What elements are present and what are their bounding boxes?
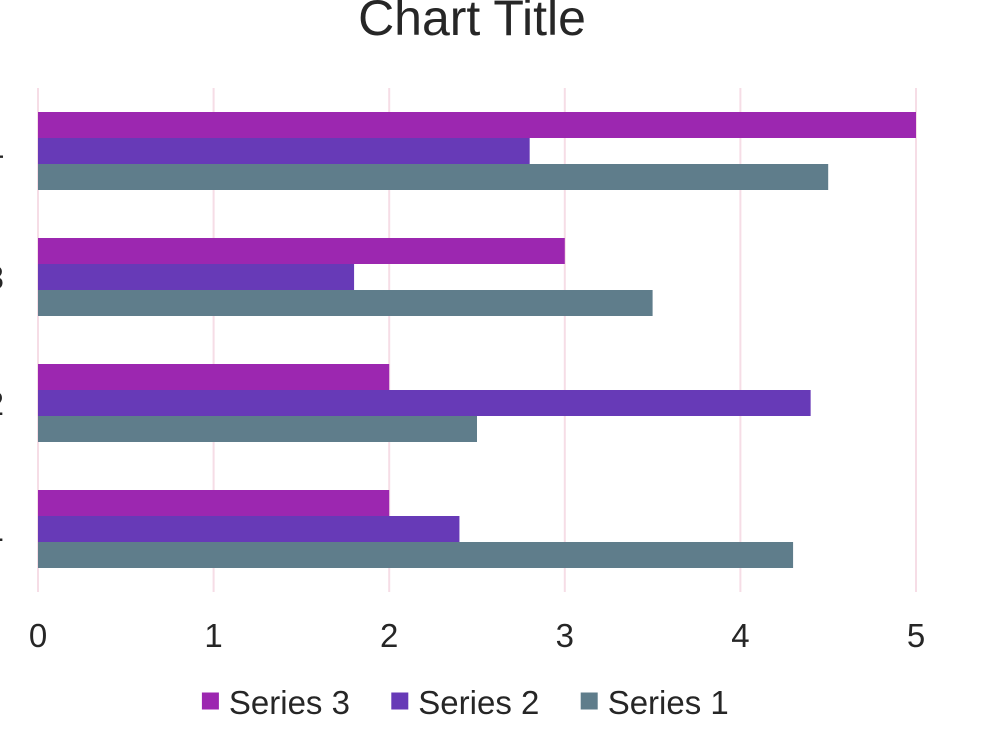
x-tick-label-1: 1 [204, 617, 222, 654]
bar-series-1-cat-1 [38, 542, 794, 568]
x-tick-label-3: 3 [556, 617, 574, 654]
legend: Series 3 Series 2 Series 1 [201, 684, 729, 721]
bar-series-3-cat-4 [38, 112, 916, 138]
chart-title: Chart Title [358, 0, 586, 46]
x-axis-ticks: 0 1 2 3 4 5 [29, 617, 925, 654]
legend-label-series-3: Series 3 [229, 684, 350, 721]
bar-series-1-cat-3 [38, 290, 653, 316]
bar-series-2-cat-2 [38, 390, 811, 416]
bar-series-3-cat-3 [38, 238, 565, 264]
bar-series-1-cat-4 [38, 164, 829, 190]
bar-series-3-cat-1 [38, 490, 390, 516]
legend-swatch-series-2 [391, 692, 409, 710]
y-tick-label-3: 3 [0, 259, 4, 296]
y-tick-label-4: 4 [0, 133, 4, 170]
legend-label-series-1: Series 1 [608, 684, 729, 721]
bar-series-2-cat-3 [38, 264, 355, 290]
x-tick-label-4: 4 [731, 617, 749, 654]
x-tick-label-5: 5 [907, 617, 925, 654]
bar-series-2-cat-1 [38, 516, 460, 542]
bar-series-3-cat-2 [38, 364, 390, 390]
bar-series-2-cat-4 [38, 138, 530, 164]
y-tick-label-1: 1 [0, 511, 4, 548]
legend-swatch-series-1 [580, 692, 598, 710]
y-axis-ticks: 1 2 3 4 [0, 133, 4, 548]
x-tick-label-0: 0 [29, 617, 47, 654]
bars [38, 112, 916, 568]
legend-label-series-2: Series 2 [418, 684, 539, 721]
y-tick-label-2: 2 [0, 385, 4, 422]
x-tick-label-2: 2 [380, 617, 398, 654]
bar-series-1-cat-2 [38, 416, 477, 442]
legend-swatch-series-3 [201, 692, 219, 710]
